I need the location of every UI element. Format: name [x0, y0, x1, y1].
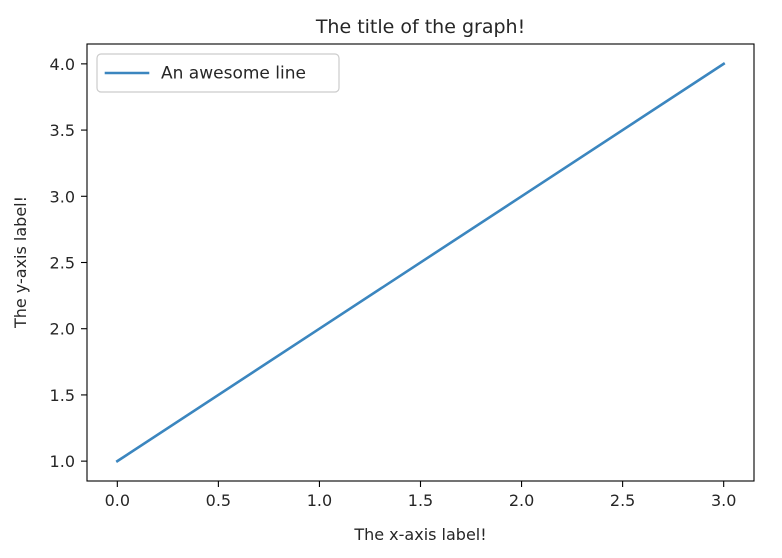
y-tick-label: 1.5 [50, 386, 75, 405]
x-tick-label: 0.5 [206, 491, 231, 510]
y-tick-label: 2.0 [50, 320, 75, 339]
legend-label: An awesome line [161, 64, 306, 84]
x-tick-label: 2.5 [610, 491, 635, 510]
series-line-0 [115, 62, 726, 463]
legend: An awesome line [96, 53, 340, 93]
y-axis-label: The y-axis label! [11, 196, 30, 329]
x-tick-label: 2.0 [509, 491, 534, 510]
x-axis-ticks: 0.0 0.5 1.0 1.5 2.0 2.5 3.0 [105, 481, 736, 510]
series-group [115, 62, 726, 463]
y-tick-label: 3.0 [50, 187, 75, 206]
y-tick-label: 3.5 [50, 121, 75, 140]
y-axis-ticks: 1.0 1.5 2.0 2.5 3.0 3.5 4.0 [50, 55, 87, 471]
y-tick-label: 1.0 [50, 452, 75, 471]
chart-title: The title of the graph! [315, 16, 525, 38]
legend-box [96, 53, 340, 93]
x-tick-label: 1.0 [307, 491, 332, 510]
x-axis-label: The x-axis label! [353, 525, 486, 544]
x-tick-label: 3.0 [711, 491, 736, 510]
x-tick-label: 1.5 [408, 491, 433, 510]
y-tick-label: 2.5 [50, 254, 75, 273]
x-tick-label: 0.0 [105, 491, 130, 510]
y-tick-label: 4.0 [50, 55, 75, 74]
